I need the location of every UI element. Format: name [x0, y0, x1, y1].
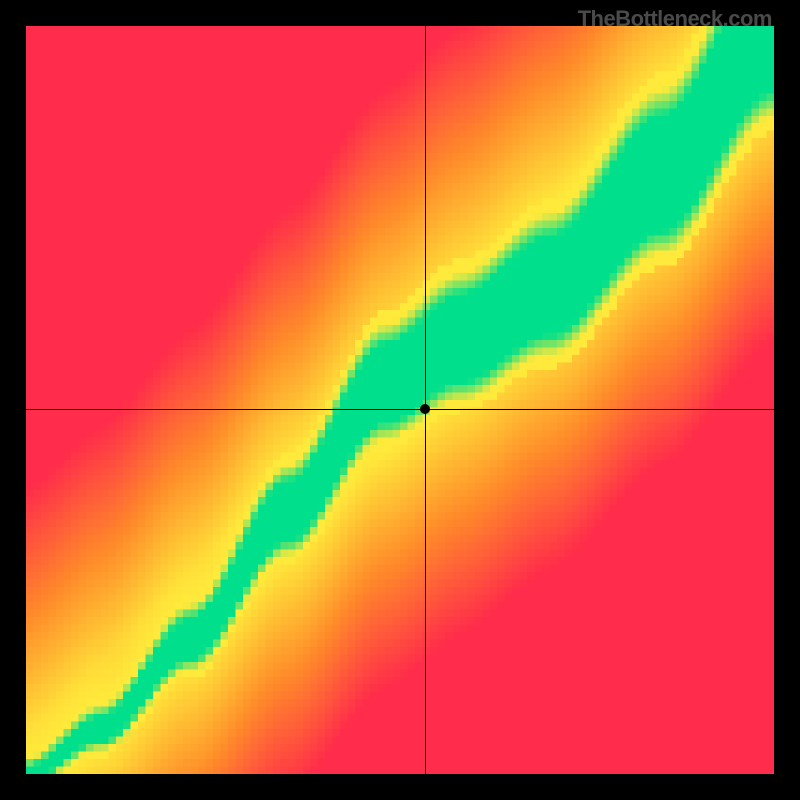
heatmap-canvas	[26, 26, 774, 774]
crosshair-vertical	[425, 26, 426, 774]
crosshair-horizontal	[26, 409, 774, 410]
marker-dot	[420, 404, 430, 414]
watermark-text: TheBottleneck.com	[578, 6, 772, 32]
bottleneck-heatmap	[26, 26, 774, 774]
